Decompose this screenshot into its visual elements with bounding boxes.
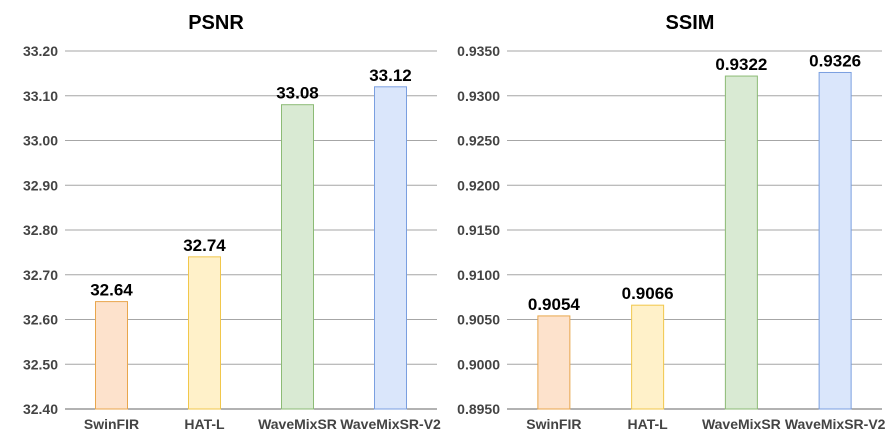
ssim-y-tick-label: 0.9050 (457, 312, 500, 328)
ssim-chart-title: SSIM (666, 12, 715, 34)
ssim-data-label: 0.9054 (528, 295, 581, 314)
ssim-x-tick-label: WaveMixSR-V2 (785, 416, 886, 432)
psnr-y-tick-label: 33.00 (23, 133, 58, 149)
ssim-x-tick-label: HAT-L (628, 416, 669, 432)
psnr-data-label: 33.08 (276, 84, 319, 103)
psnr-data-label: 32.74 (183, 236, 226, 255)
ssim-x-tick-label: WaveMixSR (702, 416, 781, 432)
psnr-y-tick-label: 32.90 (23, 177, 58, 193)
ssim-data-label: 0.9326 (809, 51, 861, 70)
ssim-y-tick-label: 0.9100 (457, 267, 500, 283)
psnr-chart: PSNR 32.40 32.50 32.60 32.70 32.80 32.90 33.00 3… (23, 12, 441, 432)
psnr-x-tick-label: WaveMixSR-V2 (340, 416, 441, 432)
psnr-y-tick-label: 32.80 (23, 222, 58, 238)
ssim-bar-swinfir (537, 315, 571, 410)
psnr-bar-hat-l (188, 256, 221, 410)
ssim-bar-wavemixsr-v2 (818, 71, 852, 410)
psnr-data-label: 32.64 (90, 281, 133, 300)
ssim-bar-hat-l (631, 304, 665, 410)
ssim-data-label: 0.9322 (715, 55, 767, 74)
psnr-bar-wavemixsr-v2 (374, 86, 407, 410)
psnr-y-tick-label: 32.50 (23, 356, 58, 372)
psnr-y-tick-label: 32.40 (23, 401, 58, 417)
psnr-y-tick-label: 33.20 (23, 43, 58, 59)
ssim-chart: SSIM 0.8950 0.9000 0.9050 0.9100 0.9150 0.9200… (457, 12, 885, 432)
psnr-chart-title: PSNR (188, 12, 244, 34)
ssim-y-tick-label: 0.8950 (457, 401, 500, 417)
ssim-y-tick-label: 0.9250 (457, 133, 500, 149)
psnr-y-tick-label: 32.70 (23, 267, 58, 283)
psnr-bar-swinfir (95, 301, 128, 410)
ssim-bar-wavemixsr (724, 75, 758, 410)
ssim-y-tick-label: 0.9200 (457, 177, 500, 193)
ssim-y-tick-label: 0.9150 (457, 222, 500, 238)
ssim-y-tick-label: 0.9300 (457, 88, 500, 104)
ssim-y-tick-label: 0.9000 (457, 356, 500, 372)
psnr-x-tick-label: HAT-L (184, 416, 225, 432)
ssim-data-label: 0.9066 (622, 284, 674, 303)
ssim-x-tick-label: SwinFIR (526, 416, 581, 432)
psnr-bar-wavemixsr (281, 104, 314, 410)
psnr-y-tick-label: 32.60 (23, 312, 58, 328)
psnr-data-label: 33.12 (369, 66, 412, 85)
psnr-x-tick-label: SwinFIR (84, 416, 139, 432)
psnr-x-tick-label: WaveMixSR (258, 416, 337, 432)
ssim-y-tick-label: 0.9350 (457, 43, 500, 59)
psnr-y-tick-label: 33.10 (23, 88, 58, 104)
